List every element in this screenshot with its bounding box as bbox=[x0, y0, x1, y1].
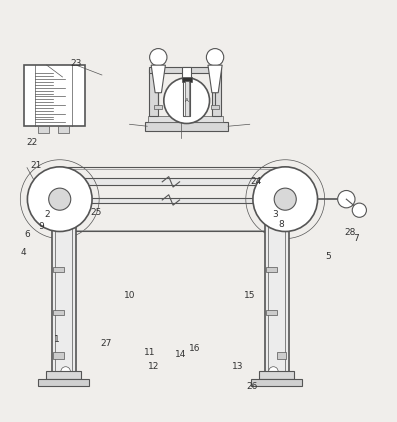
Text: 14: 14 bbox=[175, 350, 187, 360]
Bar bbox=[53, 310, 64, 316]
Bar bbox=[181, 77, 192, 82]
Bar bbox=[24, 65, 85, 126]
Text: 27: 27 bbox=[100, 338, 112, 348]
Text: 16: 16 bbox=[189, 344, 200, 354]
Circle shape bbox=[352, 203, 366, 217]
Text: 3: 3 bbox=[272, 211, 278, 219]
Circle shape bbox=[49, 188, 71, 210]
Text: 6: 6 bbox=[24, 230, 30, 239]
Bar bbox=[266, 267, 277, 272]
Text: 15: 15 bbox=[244, 291, 256, 300]
Circle shape bbox=[61, 367, 70, 376]
Text: 1: 1 bbox=[54, 335, 60, 344]
Bar bbox=[55, 198, 291, 203]
Text: 8: 8 bbox=[278, 220, 284, 229]
Bar bbox=[251, 379, 302, 387]
Bar bbox=[183, 81, 190, 116]
Circle shape bbox=[253, 167, 318, 232]
Text: 24: 24 bbox=[250, 177, 261, 186]
Bar bbox=[53, 267, 64, 272]
Bar bbox=[211, 105, 219, 108]
Text: 7: 7 bbox=[353, 234, 359, 243]
Text: 21: 21 bbox=[31, 161, 42, 170]
Text: A: A bbox=[185, 98, 189, 103]
Text: 23: 23 bbox=[71, 59, 82, 68]
Text: 12: 12 bbox=[147, 362, 159, 371]
Bar bbox=[266, 310, 277, 316]
Text: 28: 28 bbox=[345, 228, 356, 237]
Circle shape bbox=[164, 78, 210, 124]
Bar bbox=[182, 67, 191, 79]
Text: 26: 26 bbox=[246, 382, 257, 391]
Text: 13: 13 bbox=[232, 362, 244, 371]
Bar bbox=[58, 126, 69, 133]
Bar bbox=[154, 105, 162, 108]
Polygon shape bbox=[208, 65, 222, 93]
Text: 2: 2 bbox=[44, 211, 50, 219]
Bar bbox=[259, 371, 294, 379]
Bar bbox=[145, 122, 228, 131]
Bar bbox=[53, 352, 64, 359]
Bar bbox=[185, 81, 189, 116]
Circle shape bbox=[150, 49, 167, 66]
Bar bbox=[268, 211, 285, 382]
Bar bbox=[57, 200, 61, 207]
Circle shape bbox=[338, 190, 355, 208]
Bar bbox=[52, 207, 76, 387]
Text: 22: 22 bbox=[27, 138, 38, 146]
Polygon shape bbox=[151, 65, 166, 93]
Text: 4: 4 bbox=[20, 248, 26, 257]
Circle shape bbox=[274, 188, 296, 210]
Bar bbox=[149, 69, 158, 116]
Text: 10: 10 bbox=[124, 291, 135, 300]
Text: 25: 25 bbox=[90, 208, 102, 217]
Bar bbox=[149, 67, 221, 73]
Bar bbox=[55, 178, 291, 185]
Bar bbox=[38, 379, 89, 387]
Bar bbox=[46, 371, 81, 379]
Bar bbox=[212, 69, 221, 116]
Bar bbox=[270, 200, 274, 207]
Bar bbox=[278, 352, 286, 359]
Circle shape bbox=[27, 167, 92, 232]
Bar bbox=[265, 207, 289, 387]
Circle shape bbox=[206, 49, 224, 66]
Bar bbox=[38, 126, 49, 133]
Text: 5: 5 bbox=[326, 252, 331, 261]
Text: 11: 11 bbox=[143, 349, 155, 357]
Circle shape bbox=[269, 367, 278, 376]
Text: 9: 9 bbox=[38, 222, 44, 231]
Bar bbox=[148, 116, 224, 122]
Bar bbox=[55, 211, 72, 382]
